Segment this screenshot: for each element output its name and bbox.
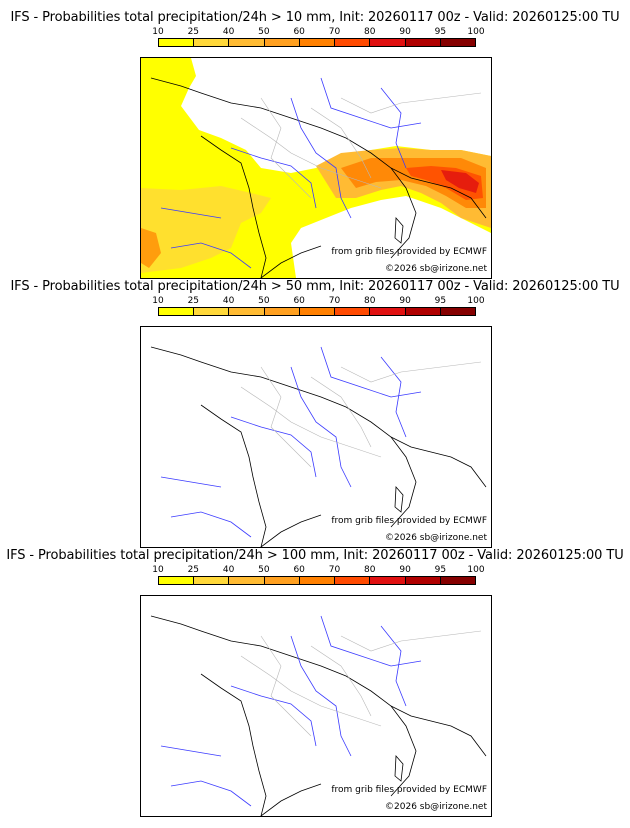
- scale-segment: [264, 39, 300, 46]
- scale-label: 40: [222, 296, 235, 306]
- scale-segment: [335, 577, 371, 584]
- scale-segment: [440, 39, 475, 46]
- scale-label: 70: [328, 565, 341, 575]
- panel-100mm: IFS - Probabilities total precipitation/…: [0, 548, 630, 817]
- scale-segment: [370, 577, 406, 584]
- scale-segment: [405, 308, 441, 315]
- scale-segment: [194, 308, 230, 315]
- scale-segment: [335, 308, 371, 315]
- scale-label: 10: [152, 565, 164, 575]
- scale-label: 50: [258, 296, 270, 306]
- scale-segment: [299, 308, 336, 315]
- scale-segment: [194, 577, 230, 584]
- scale-segment: [264, 577, 300, 584]
- color-scale-bar: [158, 38, 476, 47]
- scale-label: 25: [187, 565, 200, 575]
- source-credit: from grib files provided by ECMWF: [331, 516, 487, 526]
- scale-label: 60: [293, 565, 305, 575]
- scale-label: 100: [467, 27, 485, 37]
- map-frame: from grib files provided by ECMWF ©2026 …: [140, 57, 492, 279]
- panel-10mm: IFS - Probabilities total precipitation/…: [0, 10, 630, 279]
- scale-label: 60: [293, 296, 305, 306]
- scale-label: 95: [434, 27, 447, 37]
- scale-label: 60: [293, 27, 305, 37]
- precip-field: [141, 58, 491, 278]
- scale-label: 10: [152, 27, 164, 37]
- scale-label: 95: [434, 565, 447, 575]
- scale-label: 10: [152, 296, 164, 306]
- scale-segment: [159, 308, 195, 315]
- scale-segment: [440, 308, 475, 315]
- scale-label: 95: [434, 296, 447, 306]
- scale-label: 70: [328, 27, 341, 37]
- scale-segment: [194, 39, 230, 46]
- source-credit: from grib files provided by ECMWF: [331, 247, 487, 257]
- scale-label: 70: [328, 296, 341, 306]
- scale-label: 40: [222, 565, 235, 575]
- scale-segment: [440, 577, 475, 584]
- scale-segment: [229, 577, 265, 584]
- scale-segment: [370, 308, 406, 315]
- scale-label: 100: [467, 565, 485, 575]
- panel-title: IFS - Probabilities total precipitation/…: [10, 279, 620, 294]
- map-svg: [141, 58, 491, 278]
- panel-50mm: IFS - Probabilities total precipitation/…: [0, 279, 630, 548]
- scale-label: 50: [258, 565, 270, 575]
- scale-label: 40: [222, 27, 235, 37]
- scale-label: 80: [364, 565, 376, 575]
- source-credit: from grib files provided by ECMWF: [331, 785, 487, 795]
- map-svg: [150, 346, 487, 547]
- map-lines: [150, 615, 487, 816]
- color-scale-labels: 10 25 40 50 60 70 80 90 95 100: [152, 565, 484, 575]
- scale-segment: [229, 39, 265, 46]
- copyright-credit: ©2026 sb@irizone.net: [385, 802, 487, 812]
- color-scale-labels: 10 25 40 50 60 70 80 90 95 100: [152, 296, 484, 306]
- scale-segment: [335, 39, 371, 46]
- scale-label: 90: [399, 296, 411, 306]
- color-scale-labels: 10 25 40 50 60 70 80 90 95 100: [152, 27, 484, 37]
- scale-segment: [159, 577, 195, 584]
- scale-segment: [370, 39, 406, 46]
- color-scale-bar: [158, 576, 476, 585]
- scale-label: 80: [364, 27, 376, 37]
- panel-title: IFS - Probabilities total precipitation/…: [10, 10, 620, 25]
- scale-label: 90: [399, 27, 411, 37]
- panel-title: IFS - Probabilities total precipitation/…: [6, 548, 624, 563]
- color-scale-bar: [158, 307, 476, 316]
- scale-segment: [299, 577, 336, 584]
- map-svg: [150, 615, 487, 816]
- scale-segment: [405, 577, 441, 584]
- map-lines: [150, 346, 487, 547]
- copyright-credit: ©2026 sb@irizone.net: [385, 533, 487, 543]
- scale-label: 90: [399, 565, 411, 575]
- scale-segment: [264, 308, 300, 315]
- scale-segment: [159, 39, 195, 46]
- scale-segment: [405, 39, 441, 46]
- scale-label: 25: [187, 27, 200, 37]
- map-frame: from grib files provided by ECMWF ©2026 …: [140, 595, 492, 817]
- scale-label: 50: [258, 27, 270, 37]
- scale-segment: [299, 39, 336, 46]
- scale-label: 80: [364, 296, 376, 306]
- scale-label: 100: [467, 296, 485, 306]
- map-frame: from grib files provided by ECMWF ©2026 …: [140, 326, 492, 548]
- scale-segment: [229, 308, 265, 315]
- map-lines: [150, 77, 487, 278]
- scale-label: 25: [187, 296, 200, 306]
- copyright-credit: ©2026 sb@irizone.net: [385, 264, 487, 274]
